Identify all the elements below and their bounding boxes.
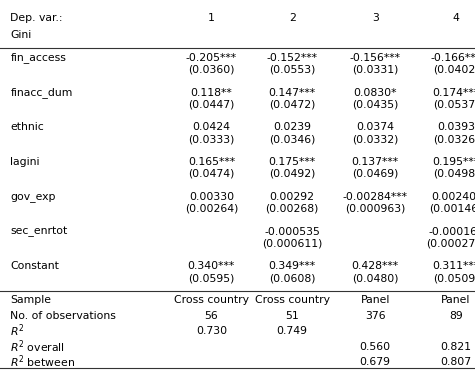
Text: (0.0332): (0.0332): [352, 134, 399, 144]
Text: 0.807: 0.807: [440, 357, 472, 367]
Text: Dep. var.:: Dep. var.:: [10, 13, 63, 23]
Text: (0.0346): (0.0346): [269, 134, 315, 144]
Text: (0.0537): (0.0537): [433, 99, 475, 109]
Text: 376: 376: [365, 311, 386, 321]
Text: $R^2$ overall: $R^2$ overall: [10, 338, 66, 355]
Text: 0.0830*: 0.0830*: [353, 88, 397, 98]
Text: Panel: Panel: [361, 295, 390, 305]
Text: 0.340***: 0.340***: [188, 261, 235, 271]
Text: Constant: Constant: [10, 261, 59, 271]
Text: 0.0424: 0.0424: [192, 122, 230, 132]
Text: 0.749: 0.749: [276, 326, 308, 336]
Text: 0.00292: 0.00292: [270, 192, 314, 202]
Text: (0.0509): (0.0509): [433, 273, 475, 283]
Text: 2: 2: [289, 13, 295, 23]
Text: 3: 3: [372, 13, 379, 23]
Text: 0.428***: 0.428***: [352, 261, 399, 271]
Text: Panel: Panel: [441, 295, 471, 305]
Text: (0.0474): (0.0474): [188, 169, 235, 179]
Text: 0.175***: 0.175***: [268, 157, 316, 167]
Text: (0.0435): (0.0435): [352, 99, 399, 109]
Text: lagini: lagini: [10, 157, 40, 167]
Text: 0.349***: 0.349***: [268, 261, 316, 271]
Text: ethnic: ethnic: [10, 122, 44, 132]
Text: sec_enrtot: sec_enrtot: [10, 226, 68, 237]
Text: (0.000273): (0.000273): [426, 238, 475, 248]
Text: 0.311***: 0.311***: [432, 261, 475, 271]
Text: (0.00264): (0.00264): [185, 204, 238, 214]
Text: 56: 56: [205, 311, 218, 321]
Text: -0.000535: -0.000535: [264, 227, 320, 237]
Text: $R^2$ between: $R^2$ between: [10, 354, 76, 370]
Text: (0.00146): (0.00146): [429, 204, 475, 214]
Text: (0.000963): (0.000963): [345, 204, 406, 214]
Text: (0.0498): (0.0498): [433, 169, 475, 179]
Text: Cross country: Cross country: [255, 295, 330, 305]
Text: 0.00240*: 0.00240*: [431, 192, 475, 202]
Text: -0.00284***: -0.00284***: [343, 192, 408, 202]
Text: (0.0608): (0.0608): [269, 273, 315, 283]
Text: (0.000611): (0.000611): [262, 238, 323, 248]
Text: 0.147***: 0.147***: [268, 88, 316, 98]
Text: finacc_dum: finacc_dum: [10, 87, 73, 98]
Text: 0.195***: 0.195***: [432, 157, 475, 167]
Text: -0.156***: -0.156***: [350, 53, 401, 63]
Text: (0.0402): (0.0402): [433, 65, 475, 75]
Text: 89: 89: [449, 311, 463, 321]
Text: -0.205***: -0.205***: [186, 53, 237, 63]
Text: 0.821: 0.821: [440, 342, 472, 352]
Text: $R^2$: $R^2$: [10, 323, 25, 339]
Text: (0.0469): (0.0469): [352, 169, 399, 179]
Text: Gini: Gini: [10, 30, 32, 40]
Text: 1: 1: [208, 13, 215, 23]
Text: 0.137***: 0.137***: [352, 157, 399, 167]
Text: 0.174***: 0.174***: [432, 88, 475, 98]
Text: -0.166***: -0.166***: [430, 53, 475, 63]
Text: gov_exp: gov_exp: [10, 192, 56, 202]
Text: Cross country: Cross country: [174, 295, 249, 305]
Text: (0.0472): (0.0472): [269, 99, 315, 109]
Text: (0.0492): (0.0492): [269, 169, 315, 179]
Text: 0.0374: 0.0374: [356, 122, 394, 132]
Text: 0.730: 0.730: [196, 326, 227, 336]
Text: (0.0447): (0.0447): [188, 99, 235, 109]
Text: Sample: Sample: [10, 295, 51, 305]
Text: 51: 51: [285, 311, 299, 321]
Text: -0.152***: -0.152***: [266, 53, 318, 63]
Text: (0.0331): (0.0331): [352, 65, 399, 75]
Text: 0.165***: 0.165***: [188, 157, 235, 167]
Text: 0.560: 0.560: [360, 342, 391, 352]
Text: (0.00268): (0.00268): [266, 204, 319, 214]
Text: 0.118**: 0.118**: [190, 88, 232, 98]
Text: 0.679: 0.679: [360, 357, 391, 367]
Text: (0.0553): (0.0553): [269, 65, 315, 75]
Text: No. of observations: No. of observations: [10, 311, 116, 321]
Text: 4: 4: [453, 13, 459, 23]
Text: (0.0595): (0.0595): [188, 273, 235, 283]
Text: (0.0360): (0.0360): [188, 65, 235, 75]
Text: (0.0333): (0.0333): [188, 134, 235, 144]
Text: 0.00330: 0.00330: [189, 192, 234, 202]
Text: 0.0239: 0.0239: [273, 122, 311, 132]
Text: 0.0393: 0.0393: [437, 122, 475, 132]
Text: (0.0480): (0.0480): [352, 273, 399, 283]
Text: -0.000161: -0.000161: [428, 227, 475, 237]
Text: (0.0326): (0.0326): [433, 134, 475, 144]
Text: fin_access: fin_access: [10, 53, 67, 63]
